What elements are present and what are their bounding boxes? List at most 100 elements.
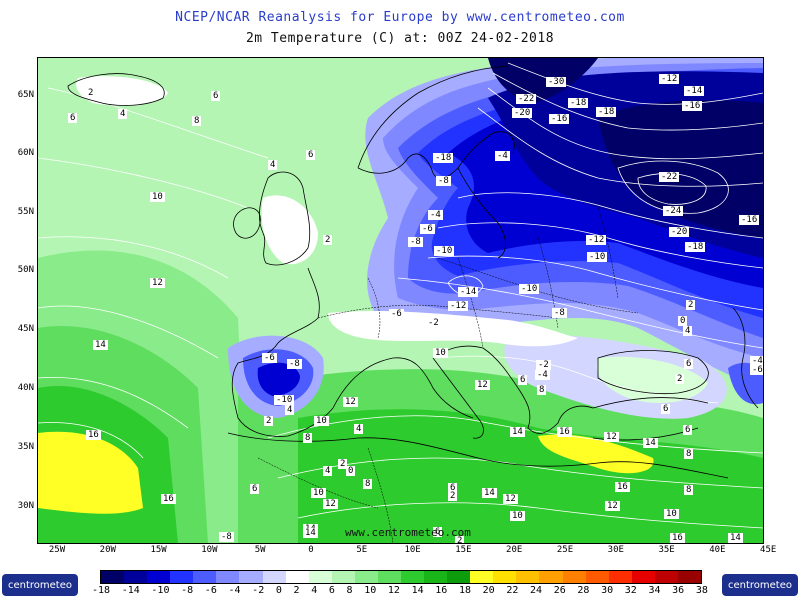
contour-label: 16 bbox=[86, 430, 101, 440]
field-canaries-16 bbox=[38, 431, 143, 514]
lon-label: 30E bbox=[607, 545, 624, 555]
legend-tick: 26 bbox=[553, 585, 566, 596]
legend-swatch bbox=[539, 571, 563, 583]
lat-label: 60N bbox=[17, 148, 34, 158]
contour-label: 16 bbox=[161, 494, 176, 504]
legend-tick: 18 bbox=[458, 585, 472, 596]
contour-label: 12 bbox=[323, 499, 338, 509]
legend-tick: 22 bbox=[506, 585, 519, 596]
contour-label: -20 bbox=[512, 108, 533, 118]
legend-swatch bbox=[308, 571, 332, 583]
legend-tick: 4 bbox=[311, 585, 318, 596]
lon-label: 25E bbox=[556, 545, 574, 555]
contour-label: -8 bbox=[552, 308, 567, 318]
contour-label: 14 bbox=[482, 488, 497, 498]
coastlines bbox=[67, 65, 759, 479]
contour-label: -24 bbox=[663, 206, 684, 216]
lon-label: 0 bbox=[308, 545, 314, 555]
contour-label: -4 bbox=[750, 356, 763, 366]
legend-swatch bbox=[101, 571, 125, 583]
contour-label: 12 bbox=[475, 380, 490, 390]
contour-label: 8 bbox=[303, 433, 313, 443]
contour-label: -18 bbox=[685, 242, 706, 252]
legend-tick: 0 bbox=[275, 585, 282, 596]
lat-label: 30N bbox=[17, 501, 34, 511]
legend-swatch bbox=[239, 571, 263, 583]
legend-tick: 2 bbox=[293, 585, 300, 596]
contour-label: -8 bbox=[436, 176, 451, 186]
field-iceland-2 bbox=[76, 76, 168, 106]
contour-label: 6 bbox=[661, 404, 671, 414]
lat-label: 55N bbox=[17, 207, 34, 217]
legend-swatch bbox=[170, 571, 194, 583]
contour-label: -16 bbox=[549, 114, 570, 124]
contour-label: -30 bbox=[546, 77, 567, 87]
legend-swatch bbox=[331, 571, 355, 583]
legend-tick: 28 bbox=[577, 585, 590, 596]
legend-tick: -10 bbox=[151, 585, 170, 596]
contour-label: -10 bbox=[274, 395, 295, 405]
legend-swatch bbox=[401, 571, 425, 583]
legend-tick: 8 bbox=[346, 585, 353, 596]
field-levant-16 bbox=[538, 434, 654, 474]
contour-label: 4 bbox=[354, 424, 364, 434]
lat-label: 40N bbox=[17, 383, 34, 393]
legend-tick: 6 bbox=[328, 585, 335, 596]
legend-tick: -6 bbox=[204, 585, 217, 596]
contour-label: -20 bbox=[669, 227, 690, 237]
contour-label: -6 bbox=[262, 353, 277, 363]
contour-label: 10 bbox=[510, 511, 525, 521]
map-subtitle: 2m Temperature (C) at: 00Z 24-02-2018 bbox=[245, 31, 555, 46]
lon-label: 10W bbox=[201, 545, 218, 555]
contour-label: 2 bbox=[264, 416, 274, 426]
contour-label: 0 bbox=[346, 466, 356, 476]
contour-label: 2 bbox=[448, 491, 458, 501]
contour-label: 12 bbox=[503, 494, 518, 504]
contour-label: -6 bbox=[750, 365, 763, 375]
contour-label: 6 bbox=[448, 483, 458, 493]
contour-label: -8 bbox=[219, 532, 234, 542]
legend-tick: 12 bbox=[387, 585, 400, 596]
contour-label: 2 bbox=[338, 459, 348, 469]
legend-swatch bbox=[470, 571, 494, 583]
legend-tick: -8 bbox=[181, 585, 194, 596]
lon-label: 40E bbox=[709, 545, 726, 555]
legend-swatch bbox=[124, 571, 148, 583]
lon-label: 15W bbox=[150, 545, 167, 555]
contour-label: 10 bbox=[311, 488, 326, 498]
contour-label: 4 bbox=[323, 466, 333, 476]
isotherm-contours bbox=[38, 62, 763, 529]
contour-label: -10 bbox=[519, 284, 540, 294]
contour-label: 2 bbox=[86, 88, 96, 98]
legend-swatch bbox=[562, 571, 586, 583]
lon-label: 45E bbox=[760, 545, 777, 555]
legend-tick: 20 bbox=[482, 585, 495, 596]
contour-label: -12 bbox=[586, 235, 607, 245]
contour-label: -22 bbox=[659, 172, 680, 182]
contour-label: -4 bbox=[535, 370, 550, 380]
contour-label: 10 bbox=[433, 348, 448, 358]
legend-tick: 36 bbox=[672, 585, 685, 596]
contour-label: 6 bbox=[684, 359, 694, 369]
field-iberia-10 bbox=[257, 362, 300, 396]
contour-label: 16 bbox=[557, 427, 572, 437]
field-cold-30 bbox=[488, 58, 598, 103]
contour-label: 14 bbox=[728, 533, 743, 543]
contour-label: -16 bbox=[739, 215, 760, 225]
legend-tick: -4 bbox=[228, 585, 241, 596]
contour-label: 6 bbox=[433, 527, 443, 537]
legend-tick: 14 bbox=[411, 585, 424, 596]
contour-label: -14 bbox=[684, 86, 705, 96]
temperature-map: -30 -12 -14 -16 -18 -18 -16 -20 -22 -18 -4 -8 -22 -24… bbox=[37, 57, 764, 544]
lat-label: 45N bbox=[17, 324, 34, 334]
lon-label: 10E bbox=[404, 545, 421, 555]
lon-label: 25W bbox=[48, 545, 66, 555]
contour-label: 8 bbox=[684, 449, 694, 459]
legend-swatch bbox=[516, 571, 540, 583]
legend-tick: 32 bbox=[624, 585, 637, 596]
contour-label: 0 bbox=[678, 316, 688, 326]
legend-swatch bbox=[677, 571, 702, 583]
temperature-field bbox=[38, 58, 763, 543]
contour-label: 6 bbox=[211, 91, 221, 101]
contour-label: -4 bbox=[495, 151, 510, 161]
